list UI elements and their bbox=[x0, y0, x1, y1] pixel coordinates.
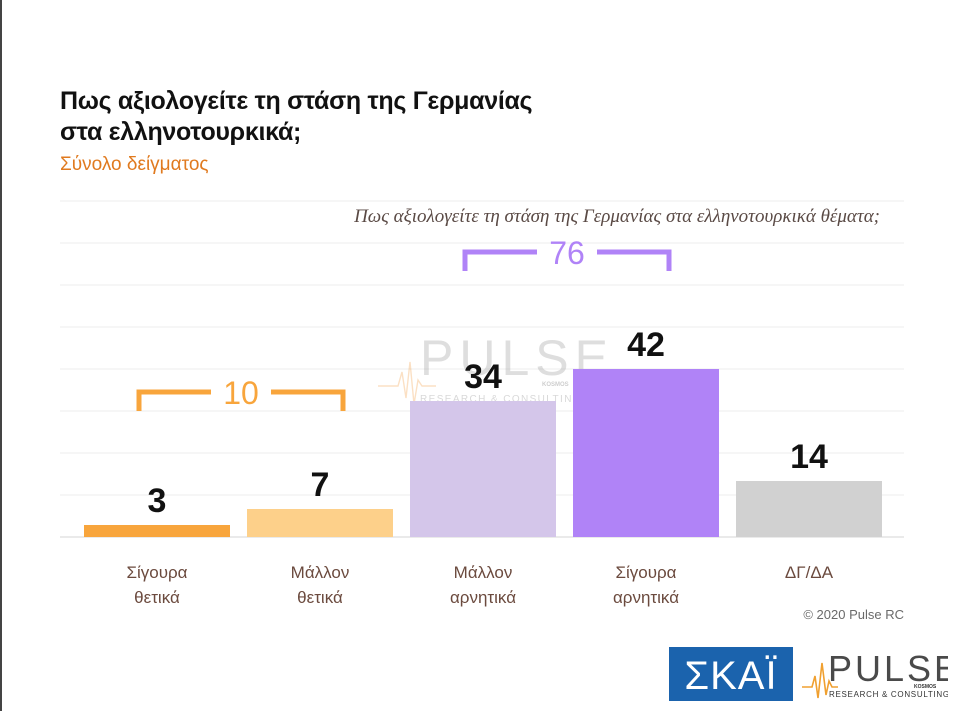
category-label: ΔΓ/ΔΑ bbox=[785, 563, 834, 582]
group-total-label: 10 bbox=[223, 375, 259, 411]
group-bracket: 10 bbox=[136, 375, 346, 411]
group-bracket: 76 bbox=[462, 235, 672, 271]
title-line-2: στα ελληνοτουρκικά; bbox=[60, 118, 302, 146]
subtitle: Σύνολο δείγματος bbox=[60, 154, 209, 175]
category-label: Μάλλον bbox=[454, 563, 513, 582]
copyright: © 2020 Pulse RC bbox=[803, 607, 904, 622]
category-label: Σίγουρα bbox=[126, 563, 187, 582]
bar-value-label: 3 bbox=[148, 482, 167, 520]
frame-left-border bbox=[0, 0, 2, 711]
bar-value-label: 42 bbox=[627, 326, 665, 364]
bar-value-label: 34 bbox=[464, 358, 502, 396]
category-label: θετικά bbox=[297, 588, 343, 607]
pulse-logo-sub: RESEARCH & CONSULTING bbox=[829, 690, 948, 699]
category-label: αρνητικά bbox=[613, 588, 679, 607]
pulse-logo-line-icon bbox=[802, 662, 838, 699]
category-label: αρνητικά bbox=[450, 588, 516, 607]
bar-value-label: 14 bbox=[790, 438, 828, 476]
skai-logo-text: ΣΚΑΪ bbox=[684, 654, 777, 698]
category-label: Μάλλον bbox=[291, 563, 350, 582]
skai-logo-mark: ΣΚΑΪ bbox=[684, 654, 777, 698]
bracket-line bbox=[136, 389, 346, 411]
bar bbox=[84, 525, 230, 537]
bar bbox=[247, 509, 393, 537]
value-labels: 3 7 34 42 14 bbox=[148, 326, 828, 520]
pulse-logo: PULSE KOSMOS RESEARCH & CONSULTING bbox=[802, 649, 948, 699]
watermark-sub: RESEARCH & CONSULTING bbox=[420, 394, 582, 405]
watermark-tag: KOSMOS bbox=[542, 382, 569, 388]
bar bbox=[736, 481, 882, 537]
page-title: Πως αξιολογείτε τη στάση της Γερμανίας σ… bbox=[60, 86, 660, 148]
bar bbox=[573, 369, 719, 537]
bar-value-label: 7 bbox=[311, 466, 330, 504]
bracket-line bbox=[462, 249, 672, 271]
group-brackets: 10 76 bbox=[136, 235, 672, 411]
pulse-logo-tag: KOSMOS bbox=[914, 684, 937, 690]
category-labels: Σίγουρα θετικά Μάλλον θετικά Μάλλον αρνητικά Σ… bbox=[126, 563, 833, 607]
bars bbox=[84, 369, 882, 537]
skai-logo: ΣΚΑΪ bbox=[669, 647, 793, 701]
category-label: θετικά bbox=[134, 588, 180, 607]
watermark-pulse-line-icon bbox=[378, 361, 436, 405]
title-line-1: Πως αξιολογείτε τη στάση της Γερμανίας bbox=[60, 87, 533, 115]
chart-question: Πως αξιολογείτε τη στάση της Γερμανίας σ… bbox=[354, 206, 880, 227]
pulse-logo-word: PULSE bbox=[828, 649, 948, 689]
category-label: Σίγουρα bbox=[615, 563, 676, 582]
group-total-label: 76 bbox=[549, 235, 585, 271]
pulse-watermark: PULSE KOSMOS RESEARCH & CONSULTING bbox=[378, 330, 608, 405]
bar bbox=[410, 401, 556, 537]
